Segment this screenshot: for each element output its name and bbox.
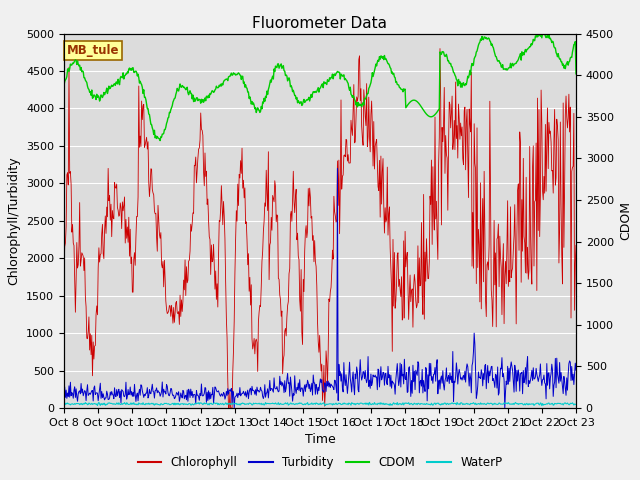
Y-axis label: Chlorophyll/Turbidity: Chlorophyll/Turbidity bbox=[8, 156, 20, 285]
Title: Fluorometer Data: Fluorometer Data bbox=[253, 16, 387, 31]
Y-axis label: CDOM: CDOM bbox=[620, 201, 632, 240]
X-axis label: Time: Time bbox=[305, 433, 335, 446]
Legend: Chlorophyll, Turbidity, CDOM, WaterP: Chlorophyll, Turbidity, CDOM, WaterP bbox=[133, 452, 507, 474]
Text: MB_tule: MB_tule bbox=[67, 44, 119, 57]
